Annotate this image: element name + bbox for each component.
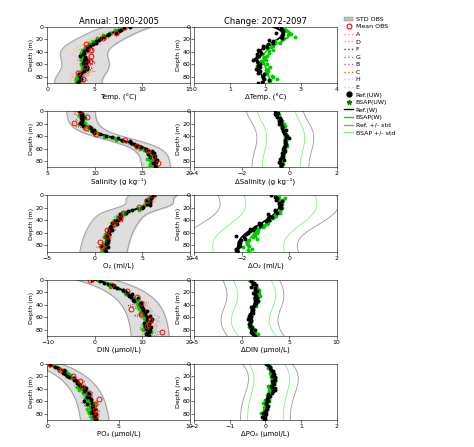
- X-axis label: ΔSalinity (g kg⁻¹): ΔSalinity (g kg⁻¹): [236, 178, 295, 186]
- Y-axis label: Depth (m): Depth (m): [29, 376, 34, 408]
- Y-axis label: Depth (m): Depth (m): [176, 123, 181, 155]
- X-axis label: Temp. (°C): Temp. (°C): [100, 93, 137, 101]
- Title: Change: 2072-2097: Change: 2072-2097: [224, 17, 307, 26]
- Y-axis label: Depth (m): Depth (m): [176, 39, 181, 71]
- Y-axis label: Depth (m): Depth (m): [29, 39, 34, 71]
- Y-axis label: Depth (m): Depth (m): [176, 207, 181, 240]
- Y-axis label: Depth (m): Depth (m): [29, 123, 34, 155]
- Title: Annual: 1980-2005: Annual: 1980-2005: [79, 17, 158, 26]
- Legend: STD OBS, Mean OBS, A, D, F, G, B, C, H, E, Ref.(UW), BSAP(UW), Ref.(W), BSAP(W),: STD OBS, Mean OBS, A, D, F, G, B, C, H, …: [345, 17, 395, 135]
- X-axis label: ΔTemp. (°C): ΔTemp. (°C): [245, 93, 286, 101]
- X-axis label: Salinity (g kg⁻¹): Salinity (g kg⁻¹): [91, 178, 146, 186]
- Y-axis label: Depth (m): Depth (m): [176, 292, 181, 324]
- Y-axis label: Depth (m): Depth (m): [176, 376, 181, 408]
- X-axis label: ΔO₂ (ml/L): ΔO₂ (ml/L): [247, 262, 283, 269]
- X-axis label: ΔPO₄ (μmol/L): ΔPO₄ (μmol/L): [241, 431, 290, 437]
- X-axis label: O₂ (ml/L): O₂ (ml/L): [103, 262, 134, 269]
- Y-axis label: Depth (m): Depth (m): [29, 292, 34, 324]
- Y-axis label: Depth (m): Depth (m): [29, 207, 34, 240]
- X-axis label: PO₄ (μmol/L): PO₄ (μmol/L): [97, 431, 140, 437]
- X-axis label: ΔDIN (μmol/L): ΔDIN (μmol/L): [241, 346, 290, 353]
- X-axis label: DIN (μmol/L): DIN (μmol/L): [97, 346, 140, 353]
